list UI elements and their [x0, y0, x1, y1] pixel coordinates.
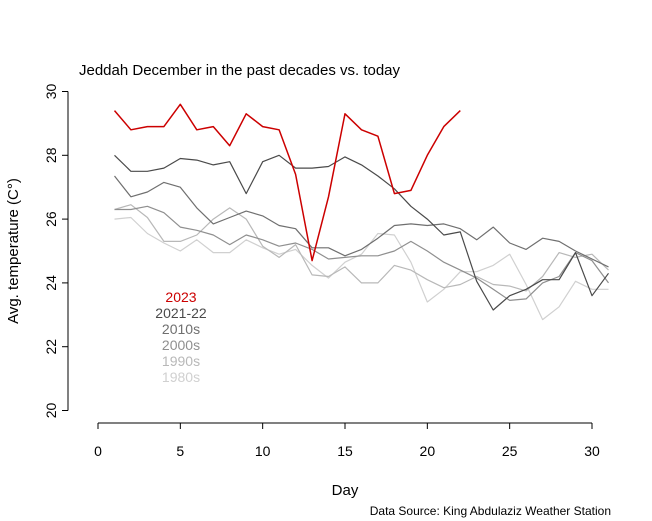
x-tick-label: 20	[420, 443, 436, 459]
y-tick-label: 30	[43, 84, 59, 100]
data-source-note: Data Source: King Abdulaziz Weather Stat…	[370, 504, 611, 518]
series-line-1980s	[114, 216, 609, 321]
legend-entry-1990s: 1990s	[162, 353, 200, 369]
x-tick-label: 15	[337, 443, 353, 459]
chart-title: Jeddah December in the past decades vs. …	[79, 62, 401, 79]
legend-entry-2010s: 2010s	[162, 321, 200, 337]
legend-entry-2023: 2023	[165, 289, 196, 305]
x-axis: 0 5 10 15 20 25 30	[94, 422, 600, 459]
x-tick-label: 10	[255, 443, 271, 459]
y-axis: 20 22 24 26 28 30	[43, 84, 69, 419]
y-tick-label: 28	[43, 147, 59, 163]
x-tick-label: 5	[176, 443, 184, 459]
y-tick-label: 22	[43, 339, 59, 355]
x-tick-label: 30	[584, 443, 600, 459]
y-axis-label: Avg. temperature (C°)	[5, 178, 22, 324]
y-tick-label: 26	[43, 211, 59, 227]
legend-entry-2000s: 2000s	[162, 337, 200, 353]
y-tick-label: 24	[43, 275, 59, 291]
series-line-2000s	[114, 205, 609, 301]
series-line-2023	[113, 103, 461, 262]
series-lines	[113, 103, 609, 321]
x-tick-label: 25	[502, 443, 518, 459]
y-tick-label: 20	[43, 403, 59, 419]
x-axis-label: Day	[332, 482, 359, 499]
x-tick-label: 0	[94, 443, 102, 459]
series-line-2010s	[114, 175, 609, 268]
series-line-2021-22	[114, 154, 609, 311]
series-line-1990s	[114, 204, 609, 292]
legend-entry-2021-22: 2021-22	[155, 305, 207, 321]
legend-entry-1980s: 1980s	[162, 369, 200, 385]
